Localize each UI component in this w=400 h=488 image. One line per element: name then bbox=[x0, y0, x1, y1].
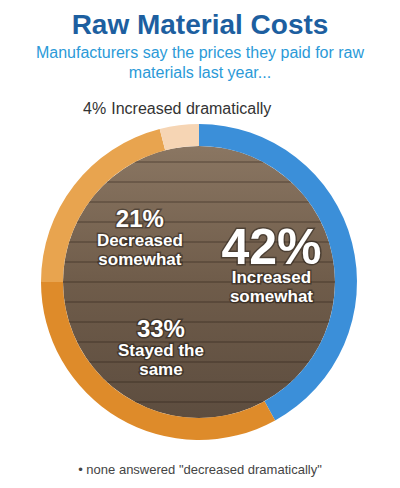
center-background bbox=[63, 146, 335, 418]
category-label: Stayed thesame bbox=[118, 341, 204, 379]
category-label-line: somewhat bbox=[230, 287, 313, 306]
annotation: • none answered "decreased dramatically" bbox=[78, 462, 322, 477]
slices bbox=[41, 124, 357, 440]
category-label: Decreasedsomewhat bbox=[97, 231, 183, 269]
data-label: 4% bbox=[83, 100, 106, 117]
subtitle: Manufacturers say the prices they paid f… bbox=[36, 44, 365, 81]
slice bbox=[199, 124, 357, 420]
category-label-line: somewhat bbox=[98, 250, 181, 269]
data-label: 42% bbox=[221, 219, 321, 275]
plank-line bbox=[69, 321, 329, 323]
chart: Raw Material Costs Manufacturers say the … bbox=[0, 0, 400, 488]
data-label: 21% bbox=[116, 205, 164, 232]
data-label: 33% bbox=[137, 315, 185, 342]
labels: 42%Increasedsomewhat33%Stayed thesame21%… bbox=[83, 100, 321, 379]
donut bbox=[41, 124, 357, 440]
plank-line bbox=[107, 381, 291, 383]
plank-line bbox=[135, 401, 263, 403]
category-label-line: same bbox=[139, 360, 182, 379]
category-label: Increasedsomewhat bbox=[230, 268, 313, 306]
title: Raw Material Costs bbox=[72, 9, 329, 40]
plank-line bbox=[107, 181, 291, 183]
category-label-line: Decreased bbox=[97, 231, 183, 250]
category-label-line: Stayed the bbox=[118, 341, 204, 360]
category-label-line: Increased bbox=[232, 268, 311, 287]
category-label: Increased dramatically bbox=[111, 100, 271, 117]
plank-line bbox=[89, 361, 309, 363]
plank-lines bbox=[63, 162, 335, 402]
plank-line bbox=[135, 161, 263, 163]
slice bbox=[160, 124, 199, 150]
plank-line bbox=[89, 201, 309, 203]
subtitle-line: materials last year... bbox=[129, 64, 271, 81]
subtitle-line: Manufacturers say the prices they paid f… bbox=[36, 44, 365, 61]
